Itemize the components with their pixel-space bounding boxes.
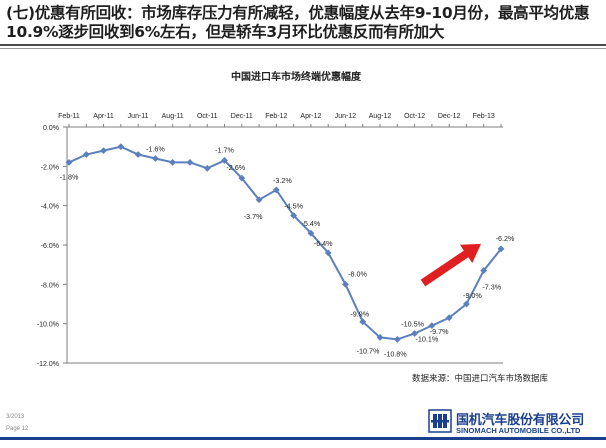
data-label: -10.8% (384, 349, 407, 358)
company-name-cn: 国机汽车股份有限公司 (456, 413, 585, 428)
data-label: -10.1% (415, 335, 438, 344)
data-label: -7.3% (482, 283, 501, 292)
x-tick-label: Aug-11 (162, 113, 184, 120)
footer-date: 3/2013 (6, 414, 25, 420)
data-label: -3.7% (244, 212, 263, 221)
red-arrow-shape (420, 243, 482, 287)
x-tick-label: Apr-12 (300, 113, 321, 120)
series-line-group (65, 143, 505, 343)
data-point (117, 143, 125, 151)
data-point (152, 155, 159, 162)
y-tick-labels: 0.0% -2.0% -4.0% -6.0% -8.0% -10.0% -12.0% (37, 125, 67, 368)
data-point (169, 159, 177, 166)
data-point (134, 151, 142, 158)
footer-rule (0, 437, 606, 440)
data-point (480, 267, 488, 274)
y-tick-label: 0.0% (43, 125, 59, 132)
x-tick-label: Oct-11 (197, 113, 218, 120)
footer-page: Page 12 (6, 426, 29, 432)
x-tick-label: Jun-12 (335, 113, 357, 120)
data-point (186, 159, 194, 166)
y-tick-label: -2.0% (41, 164, 59, 171)
chart-title: 中国进口车市场终端优惠幅度 (231, 70, 362, 83)
data-label: -8.0% (348, 269, 367, 278)
data-label: -6.4% (314, 239, 333, 248)
data-label: -3.2% (273, 176, 292, 185)
data-point (463, 300, 470, 308)
x-tick-label: Oct-12 (404, 113, 425, 120)
x-tick-label: Feb-12 (265, 113, 287, 120)
data-label: -5.4% (302, 219, 321, 228)
x-tick-labels: Feb-11 Apr-11 Jun-11 Aug-11 Oct-11 Dec-11 Feb-… (58, 113, 502, 127)
x-tick-label: Jun-11 (128, 113, 149, 120)
data-labels: -1.8% -1.6% -1.7% -2.6% -3.7% -3.2% -4.5% -5.4%… (60, 144, 515, 358)
y-tick-label: -10.0% (37, 322, 59, 329)
data-label: -1.8% (60, 172, 79, 181)
data-point (393, 336, 401, 343)
y-tick-label: -6.0% (41, 243, 59, 250)
data-point (65, 159, 73, 166)
data-point (428, 322, 436, 330)
data-point (82, 151, 90, 158)
data-point (100, 147, 107, 154)
x-tick-label: Dec-11 (231, 113, 253, 120)
data-point (359, 318, 367, 326)
data-label: -9.9% (350, 310, 369, 319)
data-point (221, 157, 228, 164)
data-label: -9.0% (463, 291, 482, 300)
data-point (497, 245, 505, 253)
data-point (307, 229, 315, 237)
data-label: -1.6% (146, 144, 165, 153)
y-tick-label: -12.0% (37, 361, 59, 368)
header-rule (0, 44, 606, 46)
chart-source: 数据来源：中国进口汽车市场数据库 (412, 373, 549, 384)
data-point (272, 186, 280, 194)
data-point (290, 212, 298, 219)
data-point (255, 196, 263, 204)
sinomach-logo-icon (428, 409, 452, 433)
trend-arrow-icon (420, 243, 482, 287)
data-label: -6.2% (496, 234, 515, 243)
x-tick-label: Dec-12 (438, 113, 461, 120)
x-tick-label: Feb-11 (58, 113, 80, 120)
data-label: -4.5% (284, 202, 303, 211)
x-tick-label: Aug-12 (369, 113, 392, 120)
company-logo: 国机汽车股份有限公司 SINOMACH AUTOMOBILE CO.,LTD (428, 409, 606, 437)
data-point (445, 314, 453, 322)
x-tick-label: Feb-13 (473, 113, 495, 120)
data-point (324, 249, 332, 257)
y-tick-label: -4.0% (41, 204, 59, 211)
data-point (342, 280, 349, 288)
series-line (68, 145, 502, 341)
data-point (203, 164, 211, 172)
x-tick-label: Apr-11 (93, 113, 114, 120)
data-label: -9.7% (430, 327, 449, 336)
data-label: -1.7% (215, 145, 234, 154)
data-label: -10.7% (357, 346, 380, 355)
y-tick-label: -8.0% (41, 282, 59, 289)
data-point (411, 330, 418, 337)
page-headline: (七)优惠有所回收：市场库存压力有所减轻，优惠幅度从去年9-10月份，最高平均优… (6, 4, 590, 41)
data-point (238, 174, 246, 182)
company-name-en: SINOMACH AUTOMOBILE CO.,LTD (456, 426, 581, 435)
data-label: -10.5% (401, 320, 424, 329)
data-label: -2.6% (226, 163, 245, 172)
header-rule-thin (0, 48, 606, 49)
data-point (376, 334, 384, 341)
